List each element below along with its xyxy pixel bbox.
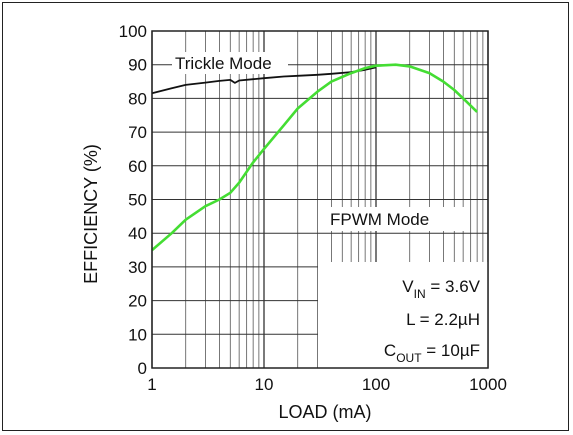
y-tick-label: 100 — [119, 22, 147, 41]
y-tick-label: 30 — [128, 258, 147, 277]
trickle-label-bg — [172, 52, 288, 74]
x-tick-label: 10 — [255, 375, 274, 394]
cout-label: COUT = 10µF — [384, 341, 480, 365]
fpwm-mode-line — [151, 63, 479, 252]
y-axis-label: EFFICIENCY (%) — [81, 144, 101, 284]
y-tick-label: 70 — [128, 123, 147, 142]
trickle-mode-label: Trickle Mode — [175, 54, 272, 73]
y-tick-label: 0 — [138, 359, 147, 378]
y-tick-label: 90 — [128, 56, 147, 75]
y-tick-label: 60 — [128, 157, 147, 176]
x-axis-label: LOAD (mA) — [278, 402, 371, 422]
conditions-box — [318, 262, 488, 370]
y-tick-label: 10 — [128, 325, 147, 344]
vin-label: VIN = 3.6V — [402, 277, 480, 301]
inductance-label: L = 2.2µH — [406, 310, 480, 329]
fpwm-mode-label: FPWM Mode — [330, 210, 429, 229]
y-tick-label: 80 — [128, 89, 147, 108]
y-tick-label: 20 — [128, 292, 147, 311]
trickle-mode-line — [151, 66, 377, 95]
x-tick-label: 1 — [147, 375, 156, 394]
plot-area-border — [151, 30, 489, 369]
fpwm-label-bg — [327, 207, 465, 231]
x-tick-label: 1000 — [469, 375, 507, 394]
y-tick-label: 50 — [128, 191, 147, 210]
y-tick-label: 40 — [128, 224, 147, 243]
x-tick-label: 100 — [362, 375, 390, 394]
